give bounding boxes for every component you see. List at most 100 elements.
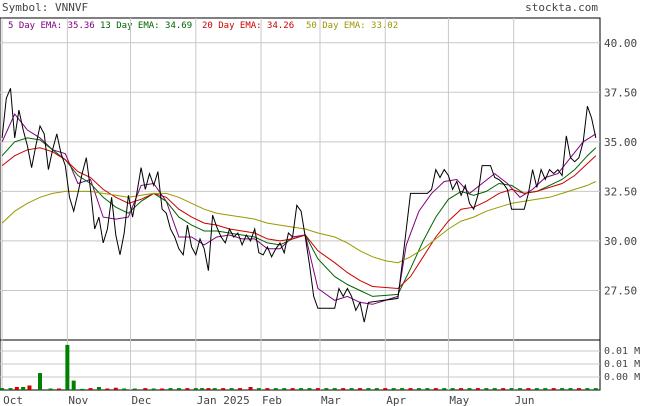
ema-legend: 5 Day EMA: 35.36 13 Day EMA: 34.69 20 Day … bbox=[8, 21, 398, 31]
price-tick-label: 35.00 bbox=[604, 136, 637, 149]
price-tick-label: 40.00 bbox=[604, 37, 637, 50]
volume-bar bbox=[88, 388, 93, 390]
volume-bar bbox=[299, 388, 304, 390]
volume-bar bbox=[433, 388, 438, 390]
volume-bar bbox=[459, 388, 464, 390]
volume-bar bbox=[526, 388, 531, 390]
volume-bar bbox=[366, 388, 371, 390]
volume-bar bbox=[324, 388, 329, 390]
volume-bar bbox=[585, 388, 590, 390]
volume-bar bbox=[56, 388, 61, 390]
volume-bar bbox=[484, 388, 489, 390]
volume-bar bbox=[467, 388, 472, 390]
volume-bar bbox=[151, 388, 156, 390]
volume-tick-label: 0.01 M bbox=[604, 346, 640, 357]
date-tick-label: Apr bbox=[386, 394, 406, 406]
price-axis-labels: 27.50 30.00 32.50 35.00 37.50 40.00 bbox=[604, 37, 637, 298]
volume-bar bbox=[256, 388, 261, 390]
volume-bar bbox=[27, 385, 32, 390]
volume-bar bbox=[238, 388, 242, 390]
volume-bar bbox=[132, 388, 137, 390]
volume-bar bbox=[475, 388, 480, 390]
volume-bar bbox=[416, 388, 421, 390]
date-tick-label: Jan 2025 bbox=[197, 394, 250, 406]
volume-bar bbox=[273, 388, 278, 390]
volume-bar bbox=[176, 388, 181, 390]
volume-bar bbox=[48, 388, 53, 390]
volume-bar bbox=[185, 388, 190, 390]
volume-bar bbox=[408, 388, 413, 390]
date-axis-labels: Oct Nov Dec Jan 2025 Feb Mar Apr May Jun bbox=[3, 394, 534, 406]
volume-bar bbox=[568, 388, 573, 390]
volume-bar bbox=[593, 388, 598, 390]
volume-bar bbox=[143, 388, 148, 390]
volume-bar bbox=[65, 344, 70, 390]
volume-bar bbox=[307, 388, 312, 390]
date-tick-label: Feb bbox=[262, 394, 282, 406]
volume-bar bbox=[0, 388, 5, 390]
volume-bar bbox=[315, 388, 320, 390]
volume-bar bbox=[96, 386, 101, 390]
volume-bar bbox=[113, 387, 118, 390]
series-line-20-day-ema bbox=[1, 147, 597, 290]
volume-bar bbox=[168, 388, 173, 390]
price-tick-label: 37.50 bbox=[604, 86, 637, 99]
volume-bar bbox=[492, 388, 497, 390]
volume-axis-labels: 0.01 M 0.01 M 0.00 M bbox=[604, 346, 640, 383]
legend-entry: 50 Day EMA: 33.02 bbox=[306, 21, 398, 31]
date-tick-label: Jun bbox=[515, 394, 535, 406]
volume-bar bbox=[358, 388, 362, 390]
volume-bar bbox=[200, 388, 205, 390]
volume-bars bbox=[0, 344, 598, 390]
volume-bar bbox=[391, 388, 396, 390]
series-line-50-day-ema bbox=[1, 181, 597, 264]
volume-bar bbox=[509, 388, 514, 390]
volume-bar bbox=[501, 388, 506, 390]
volume-bar bbox=[442, 388, 447, 390]
date-tick-label: Nov bbox=[68, 394, 88, 406]
legend-entry: 20 Day EMA: 34.26 bbox=[202, 21, 294, 31]
volume-bar bbox=[71, 380, 76, 390]
date-tick-label: Dec bbox=[132, 394, 152, 406]
price-tick-label: 32.50 bbox=[604, 185, 637, 198]
price-tick-label: 27.50 bbox=[604, 284, 637, 297]
date-tick-label: Mar bbox=[321, 394, 341, 406]
volume-bar bbox=[193, 388, 198, 390]
volume-bar bbox=[400, 388, 405, 390]
volume-bar bbox=[38, 373, 42, 390]
volume-bar bbox=[374, 388, 379, 390]
volume-bar bbox=[265, 388, 270, 390]
volume-bar bbox=[543, 388, 548, 390]
volume-bar bbox=[551, 388, 556, 390]
site-label: stockta.com bbox=[525, 1, 598, 14]
volume-bar bbox=[341, 388, 346, 390]
price-tick-label: 30.00 bbox=[604, 235, 637, 248]
volume-bar bbox=[576, 388, 581, 390]
volume-bar bbox=[221, 388, 226, 390]
legend-entry: 5 Day EMA: 35.36 bbox=[8, 21, 95, 31]
symbol-label: Symbol: VNNVF bbox=[2, 1, 88, 14]
volume-bar bbox=[290, 388, 295, 390]
price-series bbox=[1, 88, 597, 323]
volume-tick-label: 0.00 M bbox=[604, 372, 640, 383]
volume-bar bbox=[560, 388, 565, 390]
volume-bar bbox=[248, 386, 253, 390]
volume-bar bbox=[8, 388, 13, 390]
volume-bar bbox=[21, 386, 26, 390]
volume-bar bbox=[383, 388, 388, 390]
series-line-price bbox=[1, 88, 597, 323]
volume-bar bbox=[160, 388, 165, 390]
legend-entry: 13 Day EMA: 34.69 bbox=[100, 21, 192, 31]
volume-bar bbox=[80, 388, 85, 390]
volume-tick-label: 0.01 M bbox=[604, 359, 640, 370]
volume-bar bbox=[425, 388, 430, 390]
volume-bar bbox=[14, 386, 19, 390]
volume-bar bbox=[105, 388, 110, 390]
volume-bar bbox=[450, 388, 455, 390]
volume-bar bbox=[332, 388, 337, 390]
volume-bar bbox=[229, 388, 234, 390]
volume-bar bbox=[206, 388, 211, 390]
volume-bar bbox=[122, 388, 127, 390]
